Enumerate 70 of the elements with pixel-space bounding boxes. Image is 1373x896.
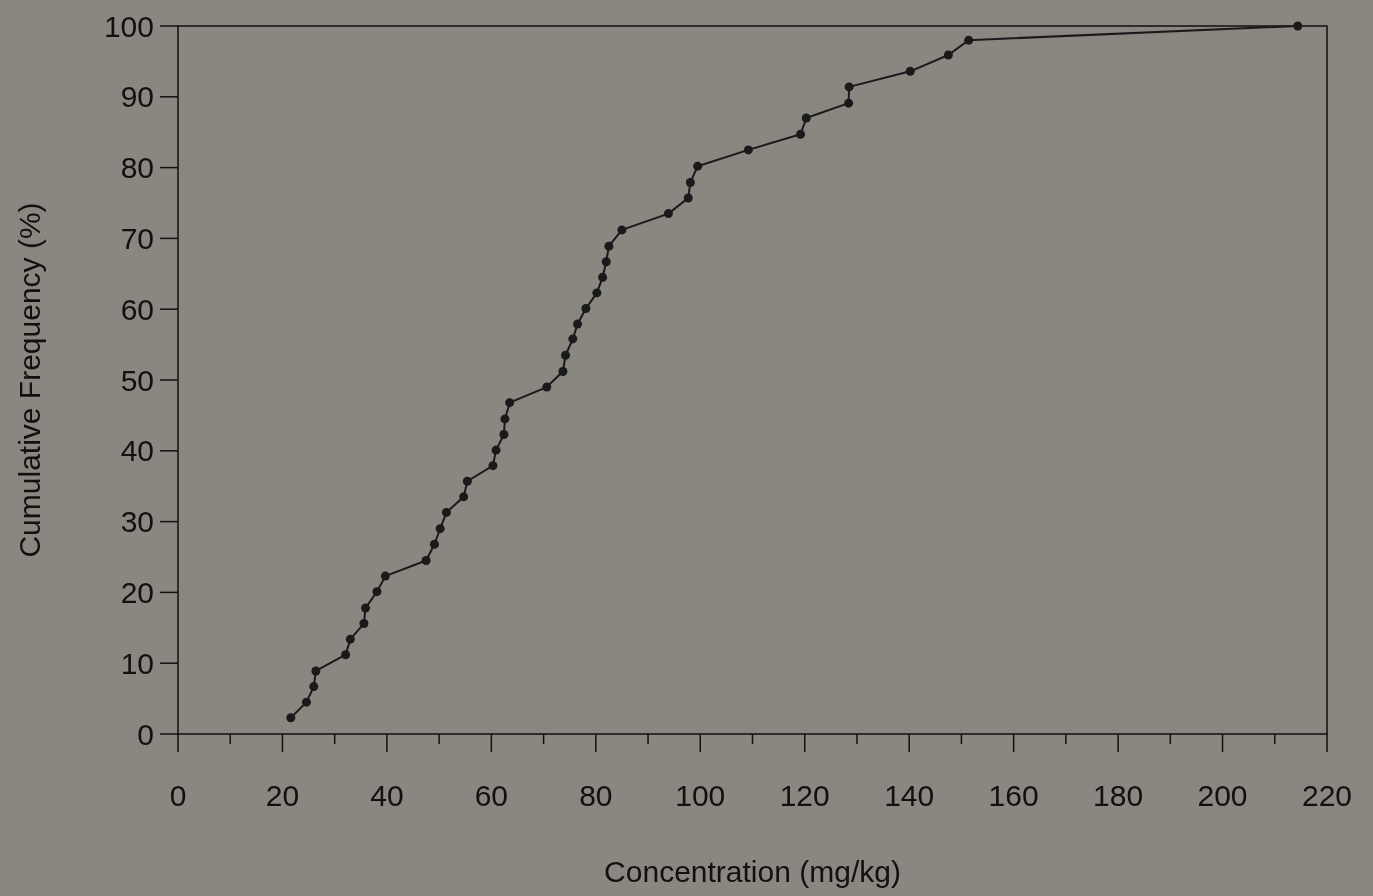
point: [601, 257, 611, 267]
point: [683, 193, 693, 203]
x-tick-label: 120: [779, 779, 830, 812]
point: [499, 430, 509, 440]
point: [617, 225, 627, 235]
point: [459, 492, 469, 502]
point: [359, 619, 369, 629]
point: [561, 350, 571, 360]
point: [685, 177, 695, 187]
point: [905, 66, 915, 76]
x-tick-label: 140: [884, 779, 935, 812]
point: [380, 571, 390, 581]
point: [663, 209, 673, 219]
point: [421, 556, 431, 566]
y-tick-label: 10: [120, 646, 154, 680]
y-tick-label: 90: [120, 80, 154, 114]
point: [429, 539, 439, 549]
y-tick-label: 70: [120, 221, 154, 255]
point: [505, 398, 515, 408]
x-tick-label: 200: [1197, 779, 1248, 812]
point: [311, 666, 321, 676]
x-tick-label: 220: [1301, 779, 1353, 812]
point: [693, 161, 703, 171]
point: [943, 50, 953, 60]
point: [801, 113, 811, 123]
point: [491, 445, 501, 455]
point: [500, 414, 510, 424]
point: [964, 35, 974, 45]
x-tick-label: 0: [169, 779, 187, 812]
x-tick-label: 60: [474, 779, 509, 812]
y-tick-label: 60: [120, 292, 154, 326]
point: [462, 476, 472, 486]
point: [345, 634, 355, 644]
point: [435, 524, 445, 534]
point: [441, 507, 451, 517]
y-tick-label: 0: [137, 717, 154, 751]
x-tick-label: 20: [265, 779, 300, 812]
x-tick-label: 100: [675, 779, 726, 812]
point: [488, 461, 498, 471]
x-tick-label: 180: [1093, 779, 1144, 812]
point: [844, 82, 854, 92]
point: [301, 697, 311, 707]
point: [309, 682, 319, 692]
point: [542, 382, 552, 392]
point: [558, 367, 568, 376]
x-axis-title: Concentration (mg/kg): [604, 855, 901, 888]
point: [1293, 21, 1303, 31]
y-tick-label: 100: [103, 9, 154, 43]
y-axis-title: Cumulative Frequency (%): [13, 202, 46, 558]
x-tick-label: 160: [988, 779, 1039, 812]
x-tick-label: 80: [579, 779, 613, 812]
point: [361, 603, 370, 613]
point: [844, 98, 854, 108]
point: [286, 713, 296, 723]
point: [372, 587, 382, 597]
point: [592, 288, 602, 298]
point: [598, 272, 608, 282]
x-tick-label: 40: [370, 779, 404, 812]
point: [568, 334, 578, 344]
point: [573, 319, 583, 329]
y-tick-label: 40: [120, 434, 154, 468]
point: [743, 145, 753, 155]
point: [604, 241, 614, 251]
y-tick-label: 30: [120, 505, 154, 539]
y-tick-label: 50: [120, 363, 154, 397]
point: [341, 650, 351, 660]
point: [581, 303, 591, 313]
point: [796, 129, 806, 139]
y-tick-label: 80: [120, 151, 154, 185]
y-tick-label: 20: [120, 575, 154, 609]
